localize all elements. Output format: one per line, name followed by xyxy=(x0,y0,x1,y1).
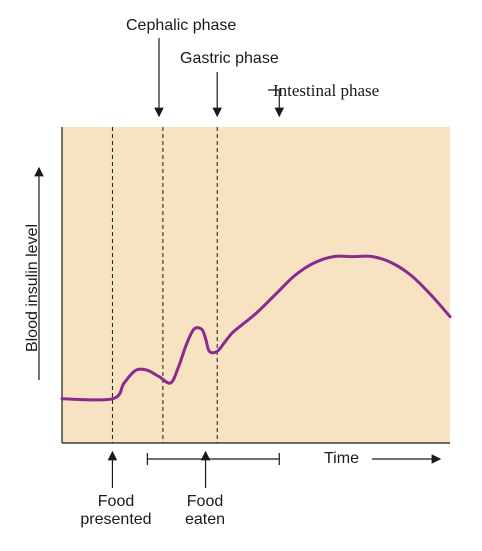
food-eaten-line2: eaten xyxy=(184,511,226,528)
plot-background xyxy=(62,127,450,443)
y-axis-label: Blood insulin level xyxy=(24,223,41,353)
phase-arrows xyxy=(154,38,285,118)
x-axis-label: Time xyxy=(324,450,359,467)
food-eaten-line1: Food xyxy=(186,493,224,510)
food-presented-line1: Food xyxy=(97,493,135,510)
food-eaten-label: Food eaten xyxy=(172,493,238,529)
intestinal-phase-label: Intestinal phase xyxy=(273,81,380,100)
eating-interval-bracket xyxy=(146,453,280,465)
phase-dividers xyxy=(111,127,218,443)
gastric-phase-label: Gastric phase xyxy=(180,50,279,67)
food-presented-label: Food presented xyxy=(68,493,164,529)
event-arrows xyxy=(107,450,211,488)
intestinal-phase-leader xyxy=(268,89,280,104)
food-presented-line2: presented xyxy=(80,511,152,528)
insulin-curve-line xyxy=(60,254,452,402)
cephalic-phase-label: Cephalic phase xyxy=(126,17,237,34)
